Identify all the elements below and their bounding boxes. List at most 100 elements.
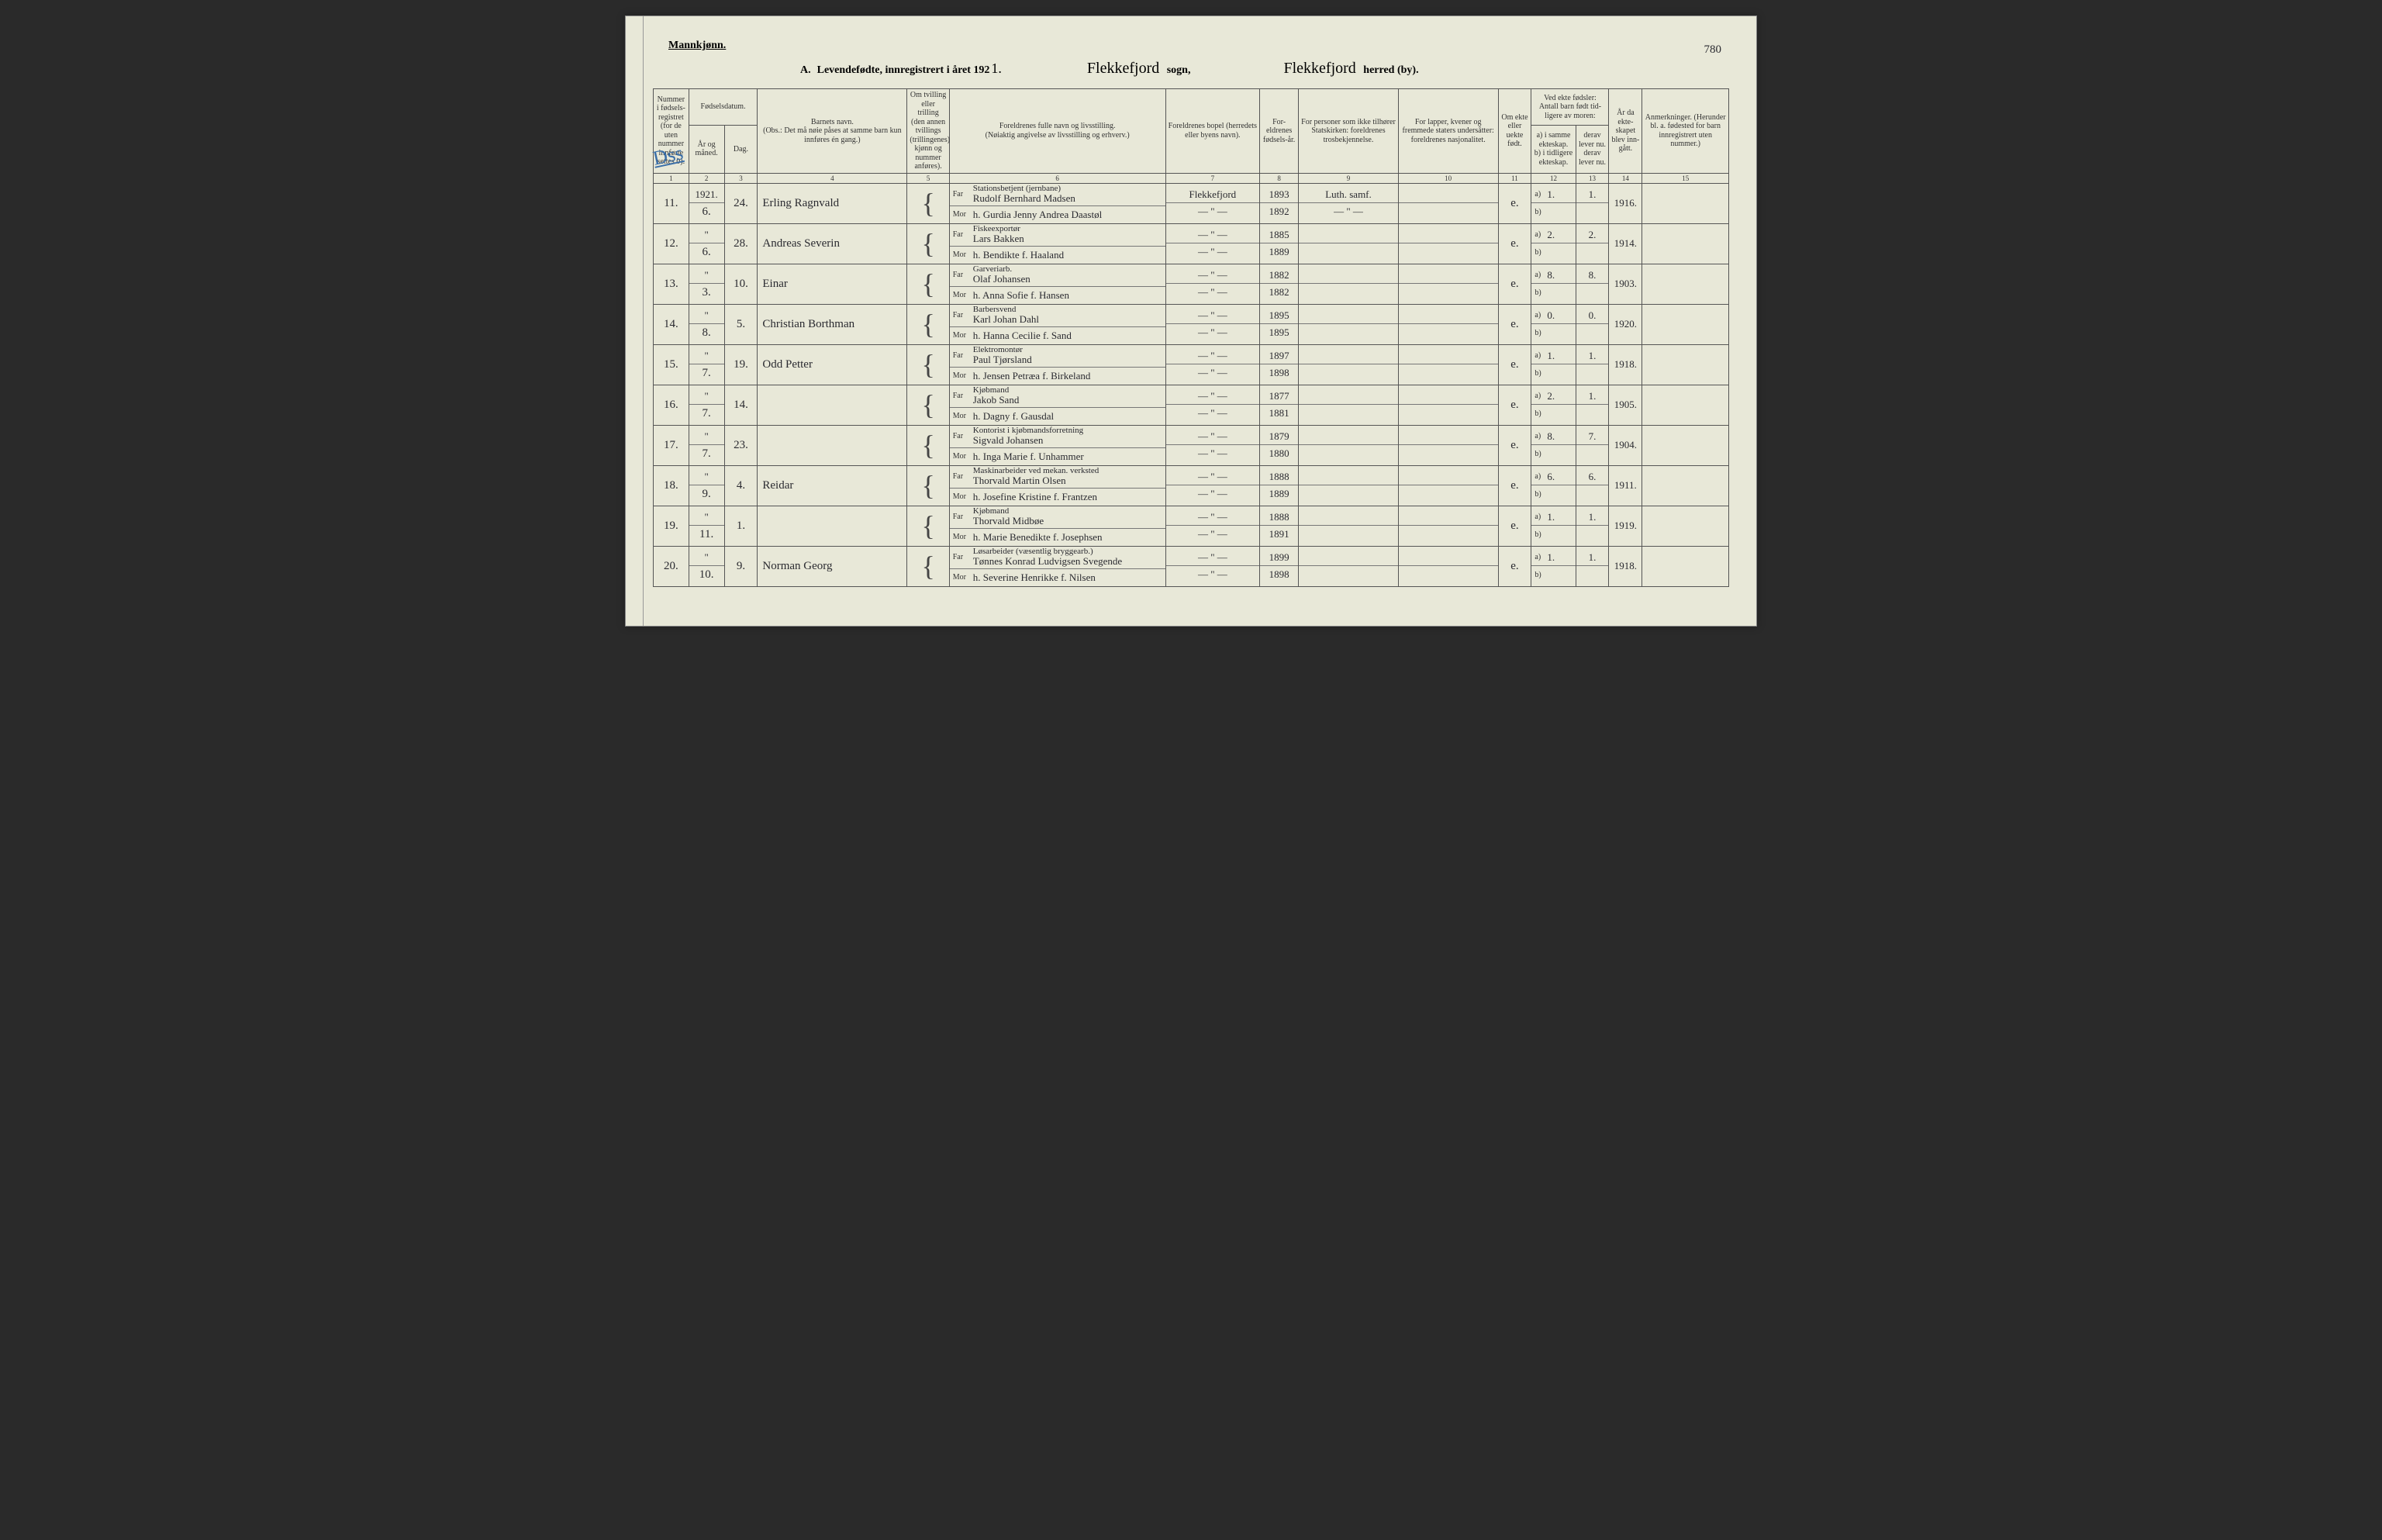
bopel: — " — — " —	[1165, 506, 1260, 546]
mother-name: h. Gurdia Jenny Andrea Daastøl	[973, 209, 1102, 221]
child-name: Christian Borthman	[758, 304, 907, 344]
brace: {	[907, 344, 949, 385]
colnum: 5	[907, 173, 949, 183]
child-name: Odd Petter	[758, 344, 907, 385]
trosbekjennelse	[1299, 344, 1399, 385]
year-month: " 7.	[689, 344, 724, 385]
trosbekjennelse	[1299, 264, 1399, 304]
row-number: 16.	[654, 385, 689, 425]
parent-years: 1899 1898	[1260, 546, 1299, 586]
ekte: e.	[1498, 546, 1531, 586]
colnum: 13	[1576, 173, 1609, 183]
col-4-header: Barnets navn. (Obs.: Det må nøie påses a…	[758, 89, 907, 174]
anmerkninger	[1642, 344, 1729, 385]
parents: Far Løsarbeider (væsentlig bryggearb.)Tø…	[949, 546, 1165, 586]
child-name: Andreas Severin	[758, 223, 907, 264]
colnum: 11	[1498, 173, 1531, 183]
trosbekjennelse	[1299, 506, 1399, 546]
parents: Far FiskeexportørLars Bakken Mor h. Bend…	[949, 223, 1165, 264]
parent-years: 1877 1881	[1260, 385, 1299, 425]
father-name: Løsarbeider (væsentlig bryggearb.)Tønnes…	[973, 547, 1122, 568]
mor-label: Mor	[953, 452, 973, 461]
mother-name: h. Marie Benedikte f. Josephsen	[973, 531, 1103, 544]
bopel: — " — — " —	[1165, 264, 1260, 304]
table-row: 11. 1921. 6. 24. Erling Ragnvald { Far S…	[654, 183, 1729, 223]
parents: Far BarbersvendKarl Johan Dahl Mor h. Ha…	[949, 304, 1165, 344]
row-number: 19.	[654, 506, 689, 546]
nationality	[1398, 344, 1498, 385]
col-3-header: Dag.	[724, 126, 758, 173]
sogn-block: Flekkefjord sogn,	[1087, 60, 1191, 78]
ekteskap-year: 1918.	[1609, 546, 1642, 586]
year-month: " 6.	[689, 223, 724, 264]
col-13-header: derav lever nu. derav lever nu.	[1576, 126, 1609, 173]
mother-name: h. Bendikte f. Haaland	[973, 249, 1064, 261]
nationality	[1398, 506, 1498, 546]
table-row: 15. " 7. 19. Odd Petter { Far Elektromon…	[654, 344, 1729, 385]
colnum: 6	[949, 173, 1165, 183]
ekteskap-year: 1919.	[1609, 506, 1642, 546]
parent-years: 1893 1892	[1260, 183, 1299, 223]
ekteskap-year: 1914.	[1609, 223, 1642, 264]
register-page: 780 Dss Mannkjønn. A. Levendefødte, innr…	[625, 16, 1757, 627]
nationality	[1398, 304, 1498, 344]
col-9-header: For personer som ikke tilhører Statskirk…	[1299, 89, 1399, 174]
anmerkninger	[1642, 425, 1729, 465]
table-row: 16. " 7. 14. { Far KjøbmandJakob Sand Mo…	[654, 385, 1729, 425]
antall-barn: a)2. b)	[1531, 385, 1576, 425]
anmerkninger	[1642, 264, 1729, 304]
parent-years: 1882 1882	[1260, 264, 1299, 304]
trosbekjennelse	[1299, 425, 1399, 465]
mother-name: h. Anna Sofie f. Hansen	[973, 289, 1069, 302]
day: 23.	[724, 425, 758, 465]
parents: Far ElektromontørPaul Tjørsland Mor h. J…	[949, 344, 1165, 385]
table-row: 18. " 9. 4. Reidar { Far Maskinarbeider …	[654, 465, 1729, 506]
colnum: 3	[724, 173, 758, 183]
bopel: Flekkefjord — " —	[1165, 183, 1260, 223]
antall-barn: a)0. b)	[1531, 304, 1576, 344]
colnum: 14	[1609, 173, 1642, 183]
ekte: e.	[1498, 304, 1531, 344]
anmerkninger	[1642, 546, 1729, 586]
ekteskap-year: 1916.	[1609, 183, 1642, 223]
day: 1.	[724, 506, 758, 546]
brace: {	[907, 264, 949, 304]
anmerkninger	[1642, 183, 1729, 223]
child-name	[758, 385, 907, 425]
brace: {	[907, 304, 949, 344]
mother-name: h. Dagny f. Gausdal	[973, 410, 1054, 423]
brace: {	[907, 223, 949, 264]
row-number: 11.	[654, 183, 689, 223]
mother-name: h. Inga Marie f. Unhammer	[973, 451, 1084, 463]
ekte: e.	[1498, 425, 1531, 465]
anmerkninger	[1642, 506, 1729, 546]
parent-years: 1885 1889	[1260, 223, 1299, 264]
anmerkninger	[1642, 304, 1729, 344]
bopel: — " — — " —	[1165, 344, 1260, 385]
col-2-header: År og måned.	[689, 126, 724, 173]
far-label: Far	[953, 432, 973, 440]
mor-label: Mor	[953, 291, 973, 299]
mother-name: h. Severine Henrikke f. Nilsen	[973, 571, 1096, 584]
bopel: — " — — " —	[1165, 465, 1260, 506]
year-month: 1921. 6.	[689, 183, 724, 223]
derav-lever: 7.	[1576, 425, 1609, 465]
mor-label: Mor	[953, 492, 973, 501]
parent-years: 1888 1891	[1260, 506, 1299, 546]
row-number: 14.	[654, 304, 689, 344]
col-2-3-top: Fødselsdatum.	[689, 89, 758, 126]
brace: {	[907, 385, 949, 425]
parents: Far Stationsbetjent (jernbane)Rudolf Ber…	[949, 183, 1165, 223]
anmerkninger	[1642, 465, 1729, 506]
row-number: 15.	[654, 344, 689, 385]
trosbekjennelse	[1299, 465, 1399, 506]
table-row: 20. " 10. 9. Norman Georg { Far Løsarbei…	[654, 546, 1729, 586]
ekteskap-year: 1904.	[1609, 425, 1642, 465]
year-month: " 10.	[689, 546, 724, 586]
colnum: 12	[1531, 173, 1576, 183]
anmerkninger	[1642, 385, 1729, 425]
trosbekjennelse	[1299, 385, 1399, 425]
trosbekjennelse	[1299, 223, 1399, 264]
mor-label: Mor	[953, 210, 973, 219]
nationality	[1398, 425, 1498, 465]
